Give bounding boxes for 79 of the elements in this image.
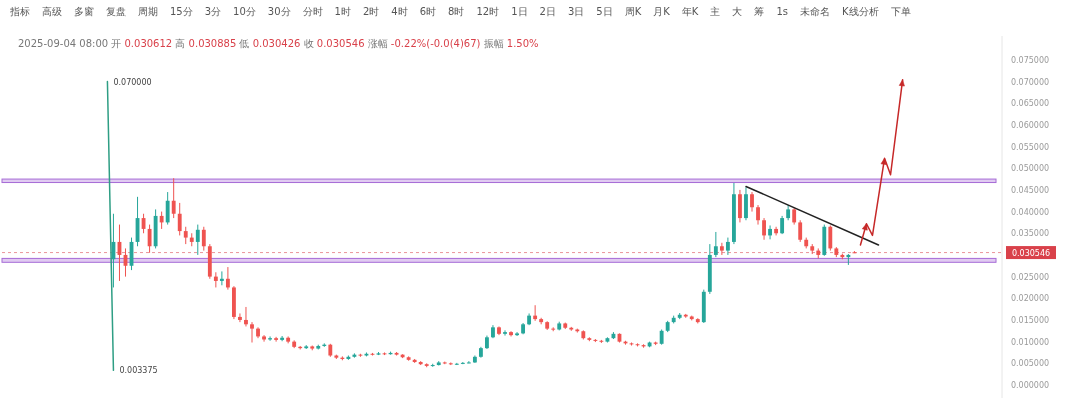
y-tick-label: 0.035000 [1010, 229, 1050, 239]
candlestick [503, 329, 507, 337]
candlestick [274, 336, 279, 343]
y-tick-label: 0.015000 [1010, 315, 1050, 325]
text: 10分 [233, 6, 256, 17]
text: 月K [653, 6, 671, 17]
candlestick [713, 231, 718, 258]
candlestick [250, 321, 254, 344]
candlestick [780, 215, 785, 235]
candlestick [244, 306, 248, 327]
text: 1s [776, 6, 788, 17]
candlestick [762, 217, 766, 241]
text: 复盘 [106, 6, 126, 17]
y-tick-label: 0.005000 [1010, 359, 1050, 369]
y-tick-label: 0.075000 [1010, 55, 1050, 65]
candlestick [768, 224, 772, 240]
text: 大 [732, 6, 743, 17]
y-tick-label: 0.065000 [1010, 99, 1050, 109]
candlestick [515, 331, 519, 337]
y-tick-label: 0.070000 [1010, 77, 1050, 87]
text: 2时 [362, 6, 380, 17]
text: 5日 [596, 6, 613, 17]
candlestick [262, 334, 266, 343]
data-label: 0.070000 [113, 77, 152, 87]
y-tick-label: 0.025000 [1010, 272, 1050, 282]
text: 4时 [391, 6, 408, 17]
candlestick [798, 219, 803, 243]
candlestick [225, 266, 230, 291]
text: 分时 [302, 6, 323, 17]
y-tick-label: 0.040000 [1010, 207, 1050, 217]
text: 12时 [476, 6, 500, 17]
text: 1日 [511, 6, 528, 17]
text: K线分析 [841, 6, 879, 17]
y-tick-label: 0.055000 [1010, 142, 1050, 152]
text: 8时 [448, 6, 465, 17]
candlestick [280, 335, 285, 342]
candlestick [756, 204, 760, 226]
text: 下单 [890, 6, 911, 17]
y-tick-label: 0.045000 [1010, 185, 1050, 195]
text: 指标 [9, 6, 30, 17]
text: 年K [681, 6, 699, 17]
text: 2日 [539, 6, 556, 17]
candlestick [750, 191, 754, 213]
candlestick [744, 186, 748, 221]
text: 3分 [204, 6, 222, 17]
candlestick [201, 226, 206, 252]
candlestick [828, 224, 833, 252]
candlestick [147, 224, 152, 254]
text: 1时 [334, 6, 351, 17]
y-tick-label: 0.050000 [1010, 164, 1050, 174]
candlestick [195, 224, 200, 256]
text: 未命名 [799, 6, 830, 17]
text: 30分 [267, 6, 291, 17]
candlestick [719, 242, 724, 256]
y-tick-label: 0.020000 [1010, 294, 1050, 304]
text: 2025-09-04 08:00 开 0.030612 高 0.030885 低 0.030426 收 0.030546 涨幅 -0.22%(-0.0(4)67) 振幅 1.50% [18, 38, 539, 49]
text: 筹 [754, 6, 765, 17]
candlestick [533, 304, 538, 322]
text: 3日 [567, 6, 585, 17]
text: 周期 [138, 6, 158, 17]
y-tick-label: 0.000000 [1010, 380, 1050, 390]
text: 15分 [170, 6, 193, 17]
text: 多窗 [74, 6, 94, 17]
text: 周K [624, 6, 642, 17]
candlestick [177, 202, 182, 236]
candlestick [738, 189, 742, 223]
candlestick [171, 177, 176, 219]
ref-line-label: 0.030546 [1011, 248, 1051, 258]
data-label: 0.003375 [119, 366, 158, 376]
y-tick-label: 0.060000 [1010, 120, 1050, 130]
candlestick [219, 270, 224, 286]
candlestick [725, 237, 730, 256]
candlestick [238, 312, 242, 323]
text: 主 [710, 6, 721, 17]
candlestick [165, 191, 170, 226]
text: 高级 [42, 6, 62, 17]
candlestick [213, 271, 218, 288]
y-tick-label: 0.010000 [1010, 337, 1050, 347]
text: 6时 [419, 6, 437, 17]
